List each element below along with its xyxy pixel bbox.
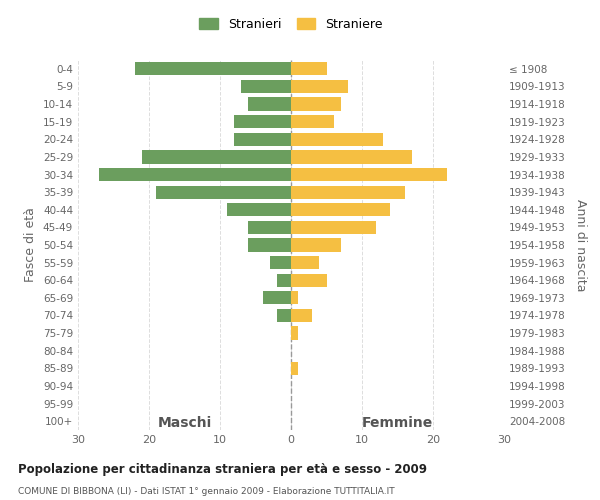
Bar (100, 168, 291, 181)
Bar (156, 186, 291, 198)
Text: Femmine: Femmine (362, 416, 433, 430)
Bar (234, 115, 291, 128)
Text: Popolazione per cittadinanza straniera per età e sesso - 2009: Popolazione per cittadinanza straniera p… (18, 462, 427, 475)
Bar (291, 309, 313, 322)
Bar (291, 256, 319, 269)
Bar (263, 291, 291, 304)
Legend: Stranieri, Straniere: Stranieri, Straniere (199, 18, 383, 31)
Bar (291, 186, 404, 198)
Bar (291, 274, 326, 287)
Bar (277, 274, 291, 287)
Bar (291, 291, 298, 304)
Y-axis label: Fasce di età: Fasce di età (25, 208, 37, 282)
Y-axis label: Anni di nascita: Anni di nascita (574, 198, 587, 291)
Bar (227, 203, 291, 216)
Bar (291, 150, 412, 164)
Bar (291, 238, 341, 252)
Bar (291, 203, 391, 216)
Bar (248, 98, 291, 110)
Bar (291, 221, 376, 234)
Bar (291, 132, 383, 146)
Bar (142, 150, 291, 164)
Bar (241, 80, 291, 93)
Bar (248, 238, 291, 252)
Bar (291, 62, 326, 76)
Bar (234, 132, 291, 146)
Bar (291, 326, 298, 340)
Bar (291, 80, 348, 93)
Bar (270, 256, 291, 269)
Bar (135, 62, 291, 76)
Bar (291, 168, 447, 181)
Bar (277, 309, 291, 322)
Bar (291, 362, 298, 375)
Text: COMUNE DI BIBBONA (LI) - Dati ISTAT 1° gennaio 2009 - Elaborazione TUTTITALIA.IT: COMUNE DI BIBBONA (LI) - Dati ISTAT 1° g… (18, 488, 395, 496)
Text: Maschi: Maschi (157, 416, 212, 430)
Bar (248, 221, 291, 234)
Bar (291, 98, 341, 110)
Bar (291, 115, 334, 128)
